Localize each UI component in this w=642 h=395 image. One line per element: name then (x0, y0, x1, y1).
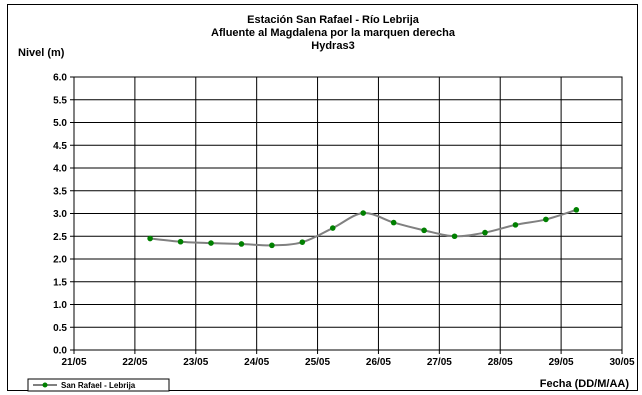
data-point (208, 240, 214, 246)
y-tick-label: 6.0 (53, 73, 67, 84)
data-point (177, 238, 184, 245)
data-point (573, 207, 580, 213)
chart-title-line-2: Afluente al Magdalena por la marquen der… (211, 27, 456, 39)
legend-marker-swatch (42, 382, 48, 388)
y-tick-label: 1.5 (53, 277, 67, 288)
y-tick-label: 2.0 (53, 255, 67, 266)
legend-label: San Rafael - Lebrija (61, 381, 136, 390)
x-tick-label: 29/05 (549, 357, 574, 368)
chart-frame: Estación San Rafael - Río Lebrija Afluen… (7, 4, 638, 392)
data-point (329, 225, 336, 231)
y-tick-label: 0.0 (53, 346, 67, 357)
data-point (147, 235, 153, 242)
x-axis-title: Fecha (DD/M/AA) (540, 378, 630, 390)
y-tick-label: 4.0 (53, 164, 67, 175)
data-point (390, 219, 397, 226)
data-point (543, 216, 549, 223)
x-tick-label: 24/05 (244, 357, 269, 368)
y-tick-label: 2.5 (53, 232, 67, 243)
x-tick-label: 26/05 (366, 357, 391, 368)
y-tick-label: 5.0 (53, 118, 67, 129)
data-point (299, 239, 306, 245)
x-tick-label: 21/05 (61, 357, 86, 368)
data-point (451, 233, 458, 240)
chart-title-line-1: Estación San Rafael - Río Lebrija (247, 14, 420, 26)
x-tick-labels: 21/05 22/05 23/05 24/05 25/05 26/05 27/05 28/05… (61, 357, 634, 368)
y-tick-label: 1.0 (53, 300, 67, 311)
x-tick-label: 25/05 (305, 357, 330, 368)
plot-area-border (73, 76, 623, 351)
data-point (269, 242, 275, 249)
x-tick-label: 28/05 (488, 357, 513, 368)
chart-svg: Estación San Rafael - Río Lebrija Afluen… (18, 14, 635, 392)
legend[interactable]: San Rafael - Lebrija (27, 378, 170, 392)
x-tick-label: 30/05 (609, 357, 634, 368)
x-tick-label: 23/05 (183, 357, 208, 368)
chart-title-line-3: Hydras3 (311, 40, 354, 52)
y-tick-label: 5.5 (53, 95, 67, 106)
x-tick-label: 22/05 (122, 357, 147, 368)
legend-box (27, 378, 170, 392)
x-tick-label: 27/05 (427, 357, 452, 368)
axes (70, 76, 623, 354)
data-point (238, 241, 245, 247)
y-tick-label: 3.0 (53, 209, 67, 220)
y-axis-title: Nivel (m) (18, 47, 65, 59)
series-layer (147, 207, 580, 249)
y-tick-label: 3.5 (53, 186, 67, 197)
grid-lines (74, 76, 623, 350)
data-point (360, 210, 367, 216)
y-tick-label: 4.5 (53, 141, 67, 152)
data-point (512, 222, 519, 228)
y-tick-labels: 0.0 0.5 1.0 1.5 2.0 2.5 3.0 3.5 4.0 4.5 5.0 5.5 6.0 (53, 73, 67, 357)
y-tick-label: 0.5 (53, 323, 67, 334)
data-point (482, 229, 488, 236)
data-point (421, 227, 427, 234)
